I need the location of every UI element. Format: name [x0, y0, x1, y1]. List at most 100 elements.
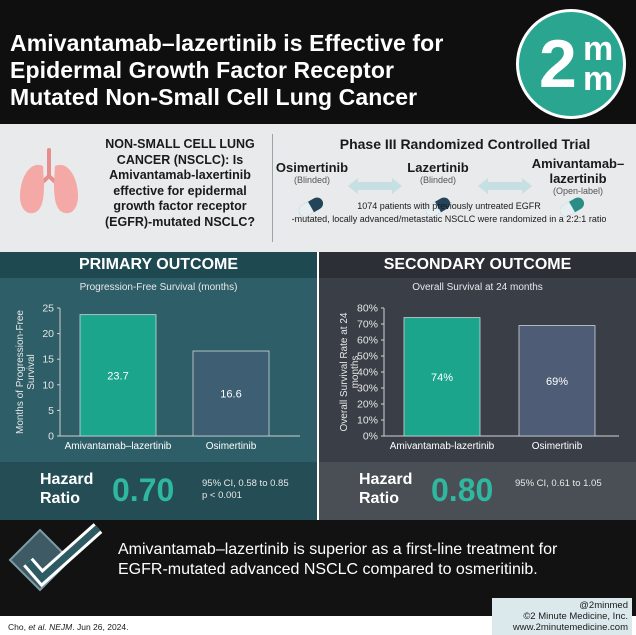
bar	[79, 314, 157, 437]
citation-journal: et al. NEJM	[28, 622, 73, 632]
double-arrow-icon	[348, 178, 402, 194]
y-axis-label: Overall Survival Rate at 24months	[339, 312, 361, 431]
trial-arm-lazertinib: Lazertinib (Blinded)	[398, 160, 478, 185]
trial-description: 1074 patients with previously untreated …	[268, 200, 630, 226]
header: Amivantamab–lazertinib is Effective for …	[0, 0, 636, 124]
arm-name: Osimertinib	[275, 160, 349, 175]
trial-arm-amivantamab-lazertinib: Amivantamab– lazertinib (Open-label)	[528, 156, 628, 196]
y-tick-label: 10%	[357, 415, 378, 427]
study-design-section: NON-SMALL CELL LUNG CANCER (NSCLC): Is A…	[0, 124, 636, 252]
hazard-ratio-label: Hazard Ratio	[359, 470, 412, 508]
citation-date: . Jun 26, 2024.	[72, 622, 129, 632]
primary-outcome-heading: PRIMARY OUTCOME	[0, 252, 317, 278]
arm-blinding: (Blinded)	[419, 175, 457, 185]
logo: 2 m m	[516, 9, 626, 119]
y-tick-label: 70%	[357, 319, 378, 331]
y-tick-label: 0	[48, 431, 54, 443]
question-line: CANCER (NSCLC): Is	[116, 152, 244, 167]
citation: Cho, et al. NEJM. Jun 26, 2024.	[8, 622, 129, 632]
question-line: (EGFR)-mutated NSCLC?	[105, 214, 255, 229]
arm-blinding: (Open-label)	[552, 186, 604, 196]
checkmark-icon	[8, 523, 103, 592]
citation-authors: Cho,	[8, 622, 29, 632]
bar-value-label: 74%	[431, 372, 453, 384]
question-line: NON-SMALL CELL LUNG	[105, 137, 255, 151]
page-title: Amivantamab–lazertinib is Effective for …	[10, 30, 530, 111]
description-line: -mutated, locally advanced/metastatic NS…	[291, 214, 607, 224]
primary-outcome-panel: PRIMARY OUTCOME Progression-Free Surviva…	[0, 252, 317, 520]
research-question: NON-SMALL CELL LUNG CANCER (NSCLC): Is A…	[90, 137, 270, 230]
ci-text: 95% CI, 0.58 to 0.85	[202, 478, 289, 489]
logo-number: 2	[539, 26, 577, 102]
hazard-ratio-box: Hazard Ratio 0.70 95% CI, 0.58 to 0.85 p…	[0, 462, 317, 520]
arm-name: lazertinib	[549, 171, 607, 186]
y-tick-label: 20	[42, 328, 54, 340]
secondary-outcome-panel: SECONDARY OUTCOME Overall Survival at 24…	[319, 252, 636, 520]
hazard-ratio-value: 0.80	[431, 472, 494, 508]
question-line: effective for epidermal	[113, 183, 247, 198]
y-tick-label: 80%	[357, 303, 378, 315]
arm-name: Amivantamab–	[531, 156, 625, 171]
secondary-outcome-heading: SECONDARY OUTCOME	[319, 252, 636, 278]
arm-name: Lazertinib	[407, 160, 469, 175]
hazard-ratio-value: 0.70	[112, 472, 175, 508]
copyright: ©2 Minute Medicine, Inc.	[523, 611, 628, 622]
bar-value-label: 69%	[546, 376, 568, 388]
hazard-label-line: Hazard	[40, 471, 94, 488]
secondary-chart-subtitle: Overall Survival at 24 months	[412, 282, 543, 293]
conclusion-line: Amivantamab–lazertinib is superior as a …	[118, 541, 558, 558]
arm-blinding: (Blinded)	[293, 175, 331, 185]
trial-title: Phase III Randomized Controlled Trial	[339, 136, 591, 152]
hazard-label-line: Ratio	[40, 490, 80, 507]
y-tick-label: 15	[42, 354, 54, 366]
y-tick-label: 40%	[357, 367, 378, 379]
title-line-3: Mutated Non-Small Cell Lung Cancer	[10, 84, 418, 110]
divider	[272, 134, 273, 242]
y-tick-label: 25	[42, 303, 54, 315]
website-link[interactable]: www.2minutemedicine.com	[512, 622, 628, 633]
primary-chart-subtitle: Progression-Free Survival (months)	[79, 282, 238, 293]
pill-icon	[298, 197, 324, 217]
social-handle[interactable]: @2minmed	[579, 600, 628, 611]
hazard-label-line: Ratio	[359, 490, 399, 507]
y-tick-label: 50%	[357, 351, 378, 363]
bar	[518, 325, 596, 437]
x-category-label: Amivantamab–lazertinib	[65, 441, 172, 452]
p-value: p < 0.001	[202, 490, 242, 501]
title-line-2: Epidermal Growth Factor Receptor	[10, 57, 395, 83]
confidence-interval: 95% CI, 0.61 to 1.05	[515, 478, 602, 489]
question-line: growth factor receptor	[113, 199, 247, 213]
y-tick-label: 20%	[357, 399, 378, 411]
hazard-ratio-box: Hazard Ratio 0.80 95% CI, 0.61 to 1.05	[319, 462, 636, 520]
pill-icon	[559, 197, 585, 217]
pill-icon	[425, 197, 451, 217]
y-tick-label: 30%	[357, 383, 378, 395]
bar	[403, 317, 481, 437]
hazard-label-line: Hazard	[359, 471, 413, 488]
y-tick-label: 0%	[363, 431, 378, 443]
bar	[192, 350, 270, 437]
logo-letter-2: m	[583, 60, 614, 98]
question-line: Amivantamab-laxertinib	[109, 168, 251, 182]
title-line-1: Amivantamab–lazertinib is Effective for	[10, 30, 444, 56]
conclusion-text: Amivantamab–lazertinib is superior as a …	[118, 540, 628, 580]
y-axis-label: Months of Progression-FreeSurvival	[15, 310, 37, 434]
hazard-ratio-label: Hazard Ratio	[40, 470, 93, 508]
x-category-label: Amivantamab-lazertinib	[390, 441, 495, 452]
description-line: 1074 patients with previously untreated …	[357, 201, 541, 211]
bar-value-label: 16.6	[220, 389, 241, 401]
credits: @2minmed ©2 Minute Medicine, Inc. www.2m…	[492, 598, 632, 635]
logo-letter-1: m	[583, 30, 614, 68]
y-tick-label: 10	[42, 379, 54, 391]
bar-value-label: 23.7	[107, 370, 128, 382]
lungs-icon	[20, 148, 78, 214]
os-bar-chart: 0% 10% 20% 30% 40% 50% 60% 70% 80%Overall Surviv…	[339, 303, 619, 452]
conclusion-line: EGFR-mutated advanced NSCLC compared to …	[118, 561, 538, 578]
y-tick-label: 5	[48, 405, 54, 417]
double-arrow-icon	[478, 178, 532, 194]
x-category-label: Osimertinib	[532, 441, 583, 452]
pfs-bar-chart: 0 5 10 15 20 25 Months of Progression-FreeSurv…	[15, 303, 300, 452]
y-tick-label: 60%	[357, 335, 378, 347]
confidence-interval: 95% CI, 0.58 to 0.85 p < 0.001	[202, 478, 289, 502]
